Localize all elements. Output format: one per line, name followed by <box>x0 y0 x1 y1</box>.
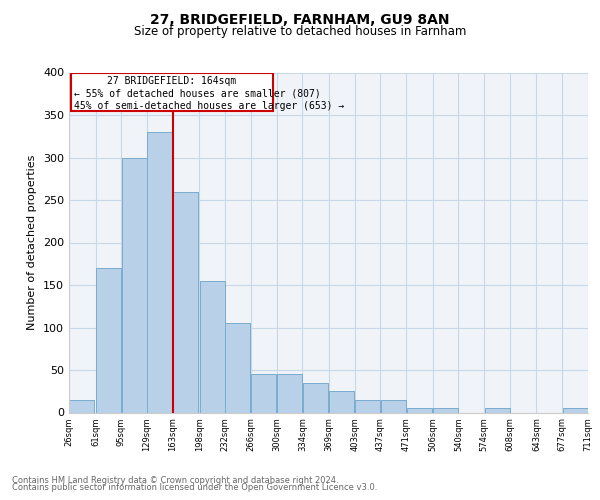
Bar <box>303 383 328 412</box>
Bar <box>148 132 172 412</box>
Bar <box>122 158 146 412</box>
Text: Size of property relative to detached houses in Farnham: Size of property relative to detached ho… <box>134 25 466 38</box>
Text: ← 55% of detached houses are smaller (807): ← 55% of detached houses are smaller (80… <box>74 88 320 99</box>
Bar <box>226 324 250 412</box>
Text: 27 BRIDGEFIELD: 164sqm: 27 BRIDGEFIELD: 164sqm <box>107 76 236 86</box>
Text: 27, BRIDGEFIELD, FARNHAM, GU9 8AN: 27, BRIDGEFIELD, FARNHAM, GU9 8AN <box>150 12 450 26</box>
Bar <box>251 374 276 412</box>
Bar <box>433 408 458 412</box>
Bar <box>277 374 302 412</box>
Bar <box>173 192 198 412</box>
Bar <box>96 268 121 412</box>
Y-axis label: Number of detached properties: Number of detached properties <box>28 155 37 330</box>
Bar <box>485 408 509 412</box>
Text: 45% of semi-detached houses are larger (653) →: 45% of semi-detached houses are larger (… <box>74 102 344 112</box>
FancyBboxPatch shape <box>71 72 273 111</box>
Bar <box>329 391 354 412</box>
Bar <box>70 400 94 412</box>
Bar <box>563 408 587 412</box>
Bar <box>355 400 380 412</box>
Bar <box>200 281 224 412</box>
Text: Contains public sector information licensed under the Open Government Licence v3: Contains public sector information licen… <box>12 484 377 492</box>
Text: Contains HM Land Registry data © Crown copyright and database right 2024.: Contains HM Land Registry data © Crown c… <box>12 476 338 485</box>
Bar <box>407 408 431 412</box>
Bar <box>381 400 406 412</box>
